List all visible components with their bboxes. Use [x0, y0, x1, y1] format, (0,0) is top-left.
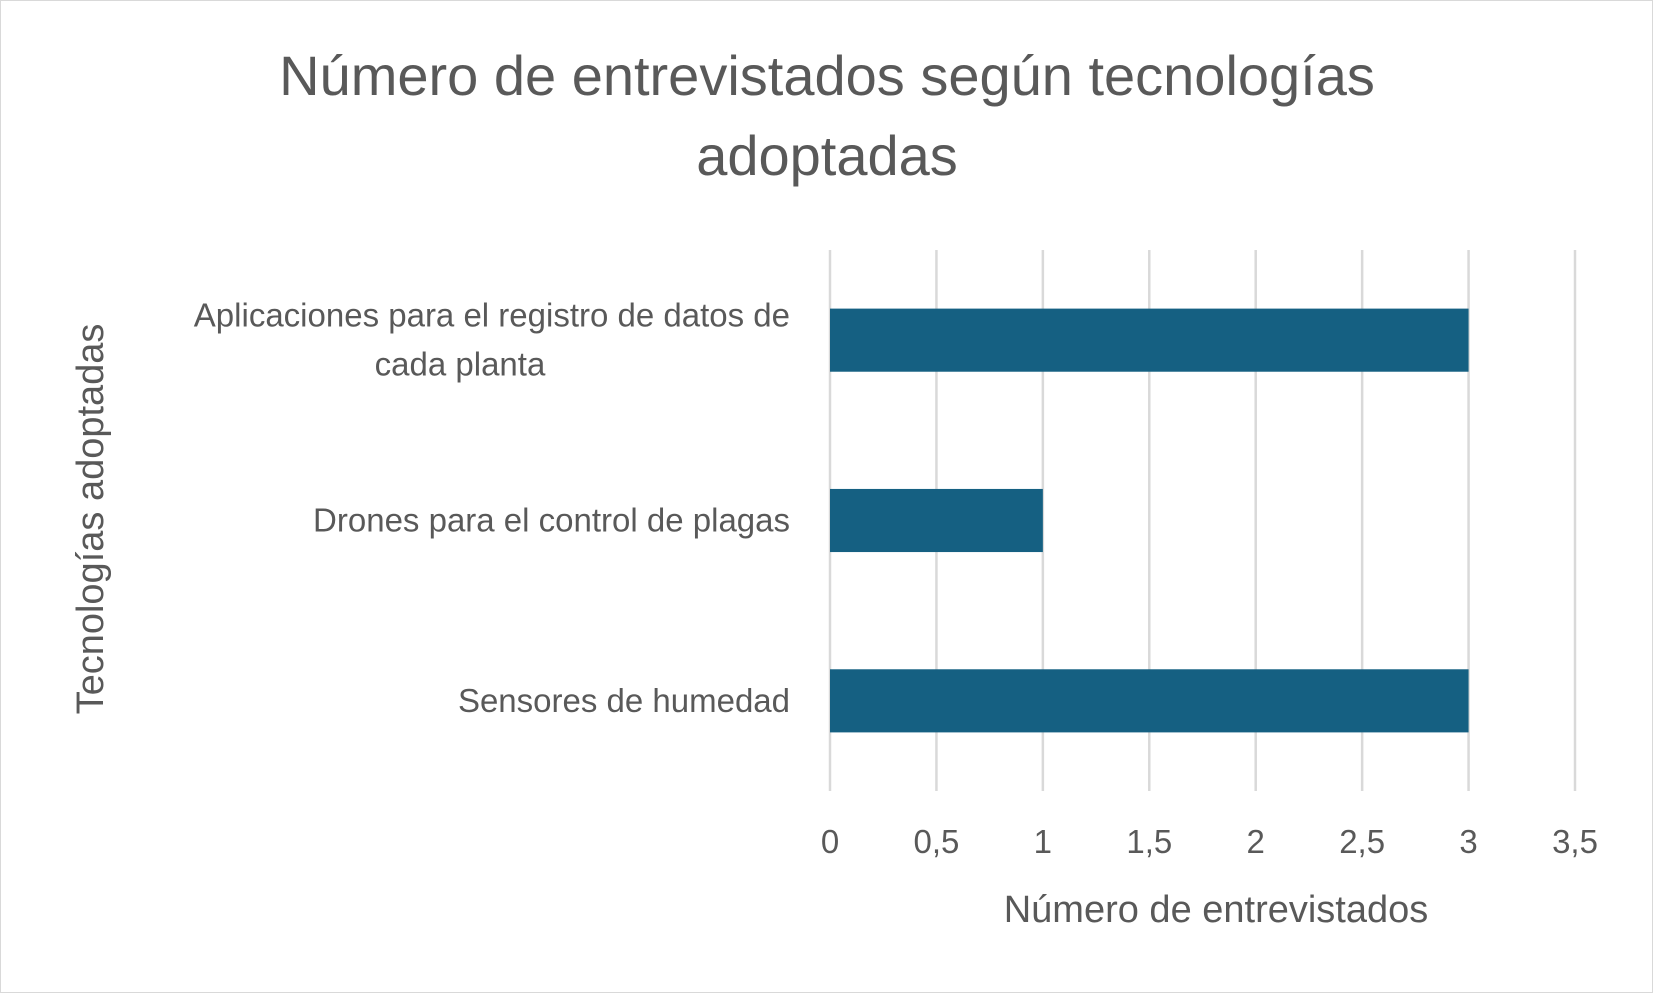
x-tick-label-5: 2,5: [1339, 823, 1385, 860]
x-tick-label-4: 2: [1247, 823, 1265, 860]
category-label-1: Drones para el control de plagas: [313, 502, 790, 539]
x-tick-label-2: 1: [1034, 823, 1052, 860]
category-label-0: Aplicaciones para el registro de datos d…: [194, 297, 790, 383]
bar-0: [830, 308, 1469, 372]
category-labels: Aplicaciones para el registro de datos d…: [194, 297, 790, 719]
x-tick-label-7: 3,5: [1552, 823, 1598, 860]
category-label-2: Sensores de humedad: [458, 682, 790, 719]
x-tick-label-6: 3: [1459, 823, 1477, 860]
x-tick-label-0: 0: [821, 823, 839, 860]
bar-2: [830, 669, 1469, 733]
x-tick-label-1: 0,5: [913, 823, 959, 860]
category-label-0-line-0: Aplicaciones para el registro de datos d…: [194, 297, 790, 334]
chart-title: Número de entrevistados según tecnología…: [279, 44, 1375, 187]
x-tick-label-3: 1,5: [1126, 823, 1172, 860]
chart-title-line-2: adoptadas: [696, 124, 958, 187]
chart-title-line-1: Número de entrevistados según tecnología…: [279, 44, 1375, 107]
category-label-2-line-0: Sensores de humedad: [458, 682, 790, 719]
x-tick-labels: 0 0,5 1 1,5 2 2,5 3 3,5: [821, 823, 1598, 860]
bars: [830, 308, 1469, 733]
category-label-1-line-0: Drones para el control de plagas: [313, 502, 790, 539]
category-label-0-line-1: cada planta: [375, 346, 546, 383]
bar-1: [830, 488, 1043, 553]
y-axis-title: Tecnologías adoptadas: [70, 324, 112, 715]
x-axis-title: Número de entrevistados: [1004, 889, 1429, 931]
